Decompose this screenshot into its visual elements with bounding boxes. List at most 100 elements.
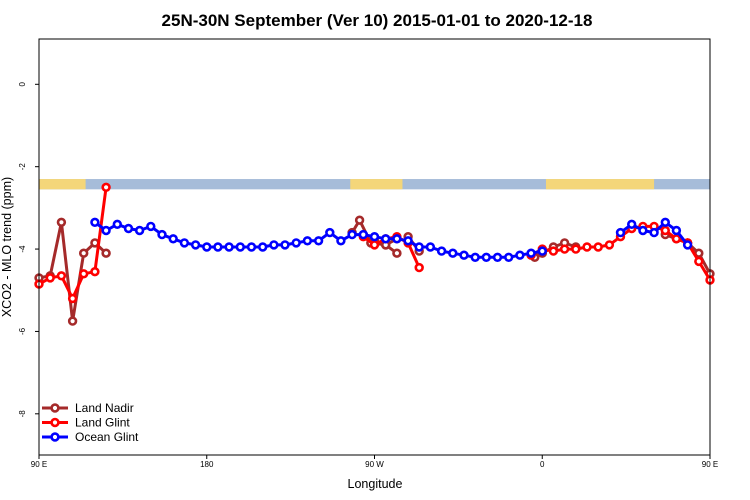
land-glint-point: [694, 256, 704, 267]
legend-marker-land-glint: [50, 417, 60, 428]
land-nadir-point: [392, 248, 402, 258]
ocean-glint-point: [202, 242, 212, 252]
ocean-glint-point: [459, 250, 469, 260]
y-tick-label: -8: [18, 410, 27, 418]
ocean-glint-point: [682, 240, 693, 250]
land-nadir-point: [56, 217, 67, 228]
ocean-glint-point: [470, 252, 480, 262]
legend-label-land-glint: Land Glint: [75, 416, 130, 430]
land-glint-point: [101, 182, 111, 193]
ocean-glint-point: [660, 217, 670, 228]
ocean-glint-point: [671, 225, 682, 236]
ocean-glint-series: [90, 217, 693, 262]
land-glint-point: [45, 273, 55, 283]
land-segment-0: [39, 179, 86, 190]
land-glint-point: [582, 242, 592, 252]
x-tick-label: 180: [200, 460, 214, 469]
ocean-glint-point: [403, 236, 413, 246]
ocean-glint-point: [302, 236, 313, 246]
ocean-glint-point: [392, 234, 402, 244]
land-glint-point: [671, 234, 682, 244]
y-tick-label: -6: [18, 327, 27, 335]
y-axis: 0 -2 -4 -6 -8: [18, 82, 39, 418]
y-tick-label: -4: [18, 245, 27, 253]
x-axis-label: Longitude: [348, 477, 403, 491]
ocean-glint-point: [123, 223, 134, 234]
ocean-glint-point: [112, 219, 123, 230]
ocean-glint-point: [246, 242, 257, 252]
ocean-glint-point: [381, 234, 391, 244]
land-glint-point: [56, 271, 67, 281]
y-axis-label: XCO2 - MLO trend (ppm): [0, 177, 14, 317]
land-glint-point: [604, 240, 615, 250]
ocean-glint-point: [615, 227, 626, 238]
x-tick-label: 90 E: [702, 460, 718, 469]
ocean-glint-point: [134, 225, 145, 236]
ocean-glint-point: [526, 248, 536, 258]
ocean-glint-point: [224, 242, 234, 252]
ocean-glint-point: [179, 238, 190, 248]
ocean-glint-point: [436, 246, 447, 256]
land-glint-point: [414, 262, 424, 273]
ocean-glint-point: [146, 221, 156, 232]
land-segment-1: [350, 179, 403, 190]
land-mask-band: [39, 179, 710, 190]
ocean-glint-point: [448, 248, 458, 258]
land-glint-point: [571, 244, 581, 254]
ocean-glint-point: [269, 240, 279, 250]
land-nadir-point: [67, 316, 78, 326]
land-glint-point: [548, 246, 559, 256]
ocean-glint-point: [313, 236, 324, 246]
land-glint-point: [559, 244, 570, 254]
y-tick-label: 0: [18, 82, 27, 87]
legend-marker-ocean-glint: [50, 432, 60, 442]
ocean-glint-point: [336, 236, 346, 246]
land-glint-point: [660, 225, 670, 236]
ocean-glint-point: [537, 246, 547, 256]
x-axis: 90 E 180 90 W 0 90 E: [31, 455, 718, 469]
land-glint-point: [593, 242, 603, 252]
ocean-glint-point: [291, 238, 301, 248]
ocean-glint-point: [168, 234, 178, 244]
x-tick-label: 90 E: [31, 460, 47, 469]
ocean-glint-point: [626, 219, 637, 230]
ocean-glint-point: [235, 242, 246, 252]
ocean-glint-point: [157, 229, 167, 240]
land-nadir-point: [101, 248, 111, 258]
ocean-glint-point: [425, 242, 436, 252]
land-segment-2: [545, 179, 655, 190]
land-nadir-point: [78, 248, 89, 258]
ocean-glint-point: [504, 252, 514, 262]
x-tick-label: 0: [540, 460, 545, 469]
land-glint-point: [90, 267, 100, 277]
land-glint-point: [369, 240, 380, 250]
land-glint-point: [67, 293, 78, 304]
legend-marker-land-nadir: [50, 403, 60, 413]
series-layer: [34, 182, 715, 326]
ocean-glint-point: [190, 240, 201, 250]
ocean-glint-point: [414, 242, 424, 252]
y-tick-label: -2: [18, 163, 27, 171]
ocean-glint-point: [213, 242, 223, 252]
ocean-glint-point: [649, 227, 659, 238]
ocean-glint-point: [358, 229, 368, 240]
ocean-glint-point: [638, 225, 648, 236]
x-tick-label: 90 W: [365, 460, 384, 469]
ocean-glint-point: [369, 232, 380, 242]
ocean-glint-point: [90, 217, 100, 228]
land-nadir-point: [354, 215, 365, 225]
ocean-glint-point: [280, 240, 290, 250]
ocean-glint-point: [515, 250, 525, 260]
ocean-glint-point: [347, 229, 357, 240]
ocean-glint-point: [325, 227, 335, 238]
legend-label-ocean-glint: Ocean Glint: [75, 430, 139, 444]
chart-title: 25N-30N September (Ver 10) 2015-01-01 to…: [162, 11, 593, 30]
land-glint-point: [78, 269, 89, 279]
land-glint-series: [34, 182, 715, 304]
legend-label-land-nadir: Land Nadir: [75, 401, 134, 415]
ocean-glint-point: [481, 252, 491, 262]
ocean-glint-point: [101, 225, 111, 236]
ocean-glint-point: [492, 252, 503, 262]
